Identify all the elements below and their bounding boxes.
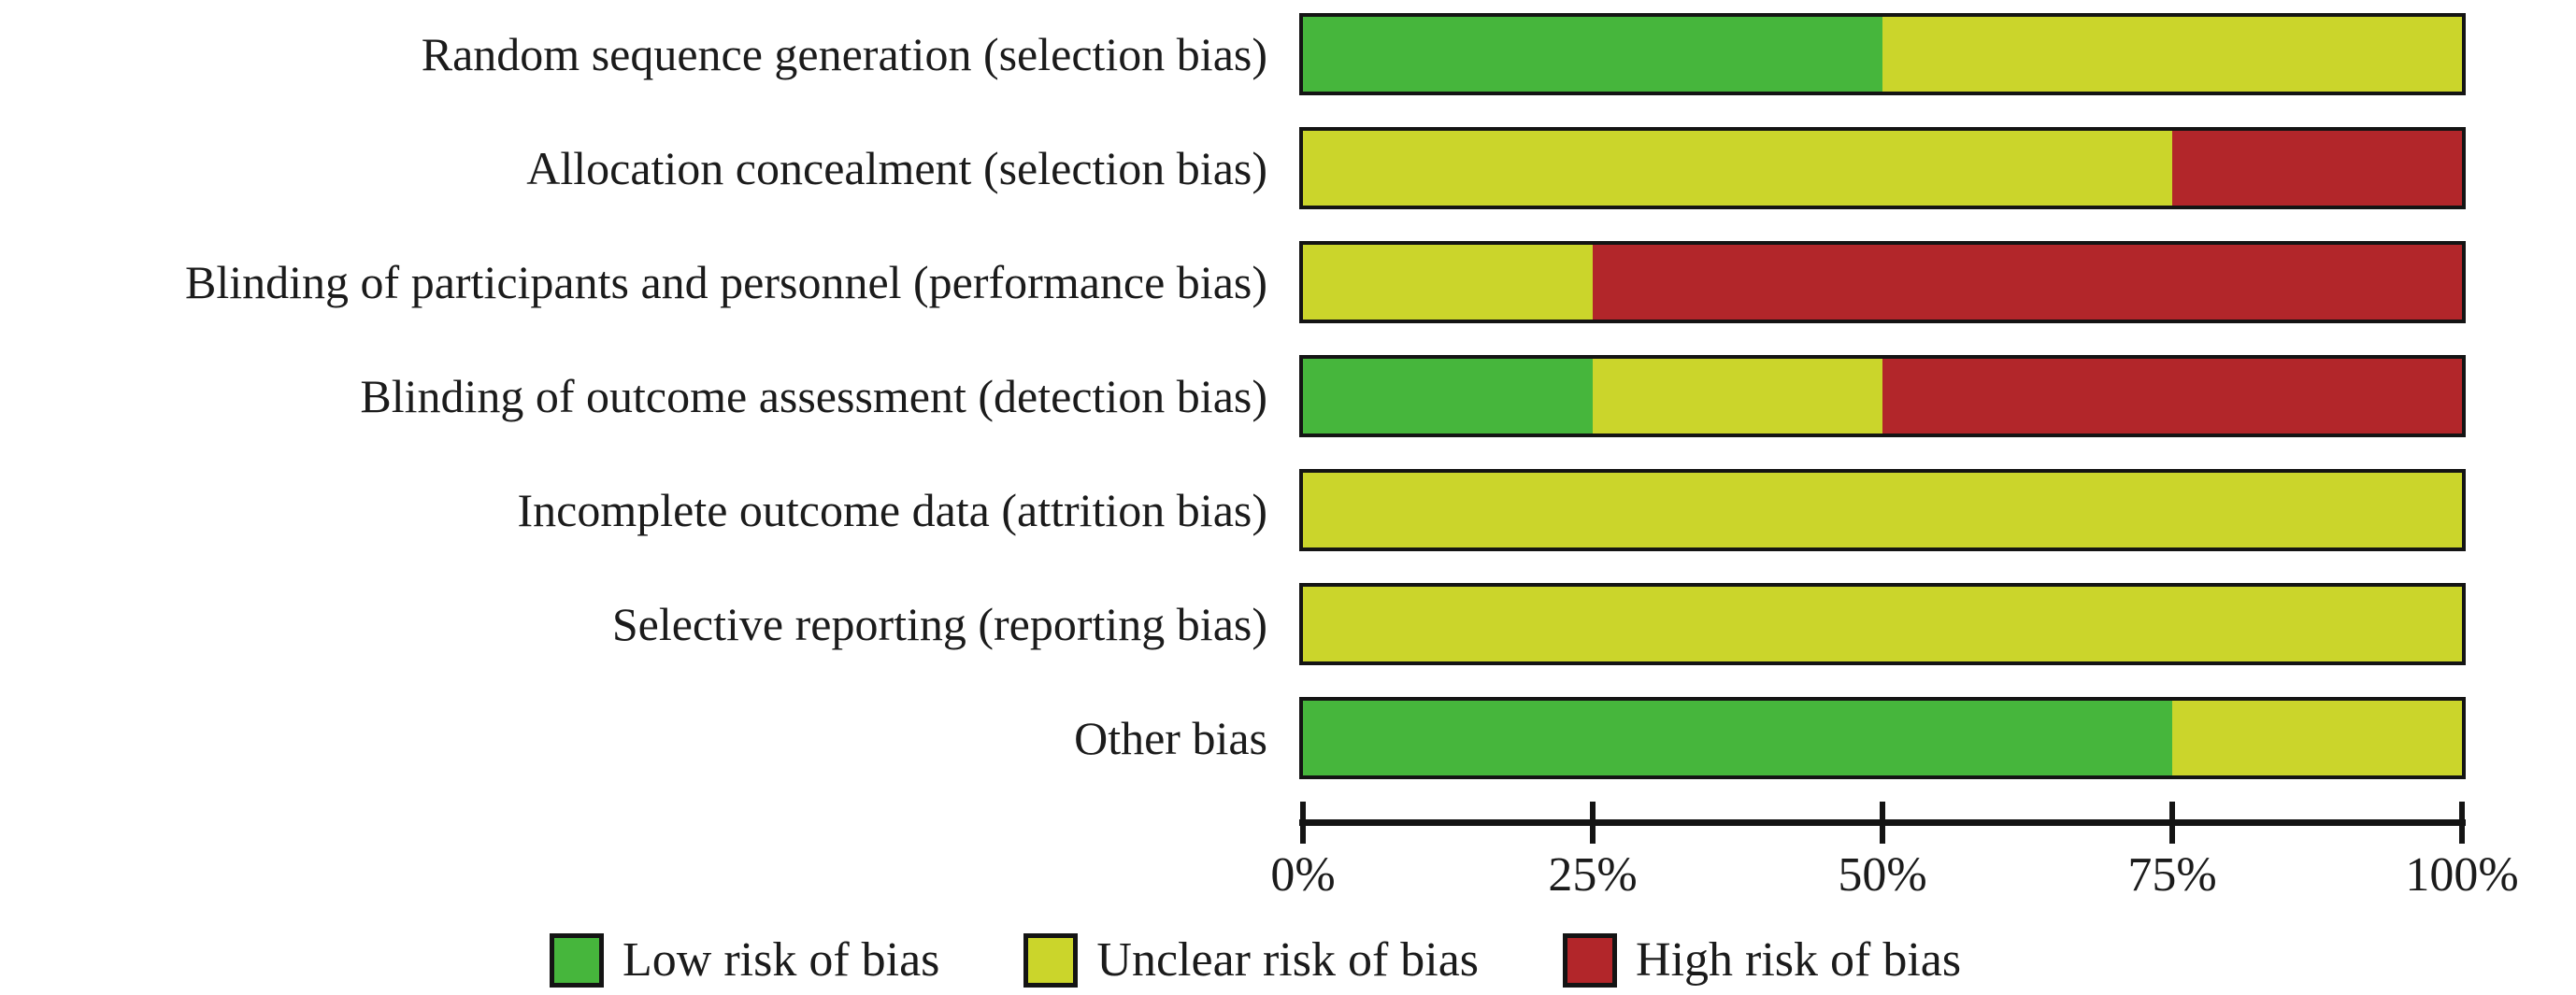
bar-row — [1299, 469, 2466, 551]
axis-tick-label: 0% — [1270, 848, 1336, 902]
legend-item: Unclear risk of bias — [1023, 933, 1479, 988]
legend-swatch-high-risk — [1563, 933, 1618, 988]
category-label: Selective reporting (reporting bias) — [611, 598, 1267, 650]
bar-segment-high — [1593, 245, 2462, 320]
bar-row — [1299, 127, 2466, 209]
axis-tick — [1880, 802, 1885, 844]
bar-segment-unclear — [1882, 17, 2462, 92]
bar-row — [1299, 241, 2466, 323]
bar-segment-unclear — [1303, 131, 2172, 206]
bar-segment-unclear — [1303, 587, 2462, 661]
bar-segment-unclear — [1303, 245, 1593, 320]
axis-tick — [1300, 802, 1306, 844]
bar-row — [1299, 355, 2466, 437]
legend-swatch-unclear-risk — [1023, 933, 1079, 988]
category-label: Incomplete outcome data (attrition bias) — [517, 484, 1268, 536]
bar-segment-unclear — [1593, 359, 1882, 434]
bar-segment-low — [1303, 701, 2172, 775]
axis-tick — [1590, 802, 1596, 844]
bar-segment-low — [1303, 17, 1882, 92]
category-label: Other bias — [1074, 712, 1267, 764]
category-label: Allocation concealment (selection bias) — [526, 142, 1267, 194]
bar-segment-high — [2172, 131, 2462, 206]
axis-tick-label: 50% — [1838, 848, 1927, 902]
legend-item: Low risk of bias — [550, 933, 939, 988]
bar-row — [1299, 697, 2466, 779]
bar-row — [1299, 583, 2466, 665]
legend-item: High risk of bias — [1563, 933, 1961, 988]
category-label: Blinding of participants and personnel (… — [185, 256, 1267, 308]
category-label: Blinding of outcome assessment (detectio… — [360, 370, 1267, 422]
legend-swatch-low-risk — [550, 933, 604, 988]
axis-tick-label: 100% — [2405, 848, 2519, 902]
axis-tick-label: 25% — [1548, 848, 1638, 902]
axis-tick — [2459, 802, 2465, 844]
bar-segment-low — [1303, 359, 1593, 434]
axis-tick — [2169, 802, 2175, 844]
legend-label: High risk of bias — [1636, 933, 1962, 987]
bar-row — [1299, 13, 2466, 95]
legend-label: Unclear risk of bias — [1096, 933, 1480, 987]
axis-tick-label: 75% — [2127, 848, 2217, 902]
bar-segment-unclear — [1303, 473, 2462, 547]
bar-segment-unclear — [2172, 701, 2462, 775]
legend-label: Low risk of bias — [623, 933, 940, 987]
bar-segment-high — [1882, 359, 2462, 434]
legend: Low risk of bias Unclear risk of bias High… — [550, 933, 1961, 988]
category-label: Random sequence generation (selection bi… — [421, 28, 1267, 80]
